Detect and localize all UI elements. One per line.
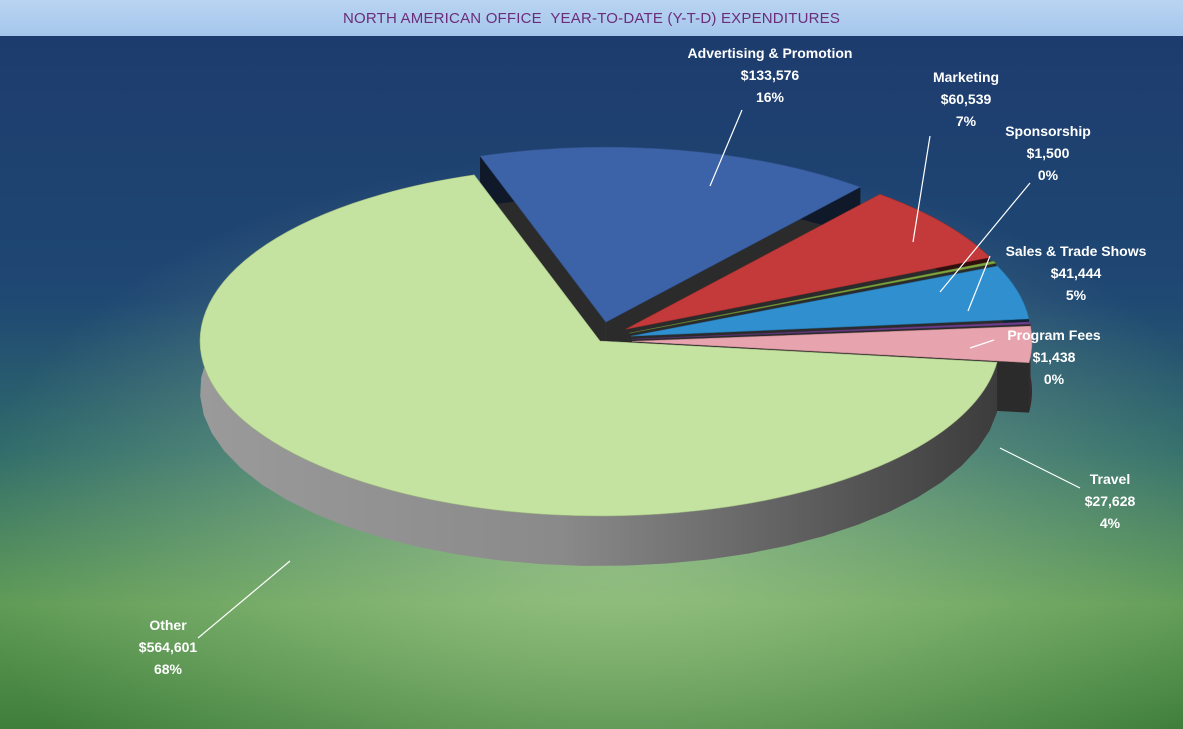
leader-line-program-fees [969,339,995,349]
chart-title: NORTH AMERICAN OFFICE YEAR-TO-DATE (Y-T-… [342,9,841,27]
data-label-sponsorship: Sponsorship $1,500 0% [1005,123,1091,183]
data-label-amount: $60,539 [941,91,992,107]
data-label-percent: 5% [1066,287,1087,303]
data-label-percent: 68% [154,661,183,677]
leader-line-sponsorship [939,182,1031,293]
data-label-amount: $1,500 [1027,145,1070,161]
data-label-percent: 16% [756,89,785,105]
leader-line-sales-trade-shows [967,255,991,312]
data-label-percent: 7% [956,113,977,129]
leader-line-travel [999,447,1081,489]
slice-labels: Other $564,601 68% Advertising & Promotion $… [139,45,1147,677]
leader-line-other [197,560,291,639]
data-label-percent: 0% [1038,167,1059,183]
data-label-label: Program Fees [1007,327,1101,343]
data-label-amount: $27,628 [1085,493,1136,509]
data-label-percent: 4% [1100,515,1121,531]
pie-slice-other [199,174,998,566]
data-label-program-fees: Program Fees $1,438 0% [1007,327,1101,387]
data-label-advertising-promotion: Advertising & Promotion $133,576 16% [688,45,853,105]
data-label-label: Sponsorship [1005,123,1091,139]
data-label-label: Advertising & Promotion [688,45,853,61]
pie-slices [199,146,1033,566]
data-label-amount: $133,576 [741,67,800,83]
data-label-amount: $41,444 [1051,265,1102,281]
data-label-amount: $1,438 [1033,349,1076,365]
data-label-label: Other [149,617,187,633]
leader-line-marketing [912,135,931,243]
leader-line-advertising-promotion [709,109,743,187]
data-label-marketing: Marketing $60,539 7% [933,69,999,129]
data-label-label: Travel [1090,471,1130,487]
data-label-percent: 0% [1044,371,1065,387]
chart-title-bar: NORTH AMERICAN OFFICE YEAR-TO-DATE (Y-T-… [0,0,1183,37]
data-label-label: Sales & Trade Shows [1006,243,1147,259]
data-label-sales-trade-shows: Sales & Trade Shows $41,444 5% [1006,243,1147,303]
data-label-travel: Travel $27,628 4% [1085,471,1136,531]
data-label-label: Marketing [933,69,999,85]
data-label-amount: $564,601 [139,639,198,655]
pie-chart: Other $564,601 68% Advertising & Promotion $… [0,36,1183,729]
data-label-other: Other $564,601 68% [139,617,198,677]
leader-lines [197,109,1081,639]
